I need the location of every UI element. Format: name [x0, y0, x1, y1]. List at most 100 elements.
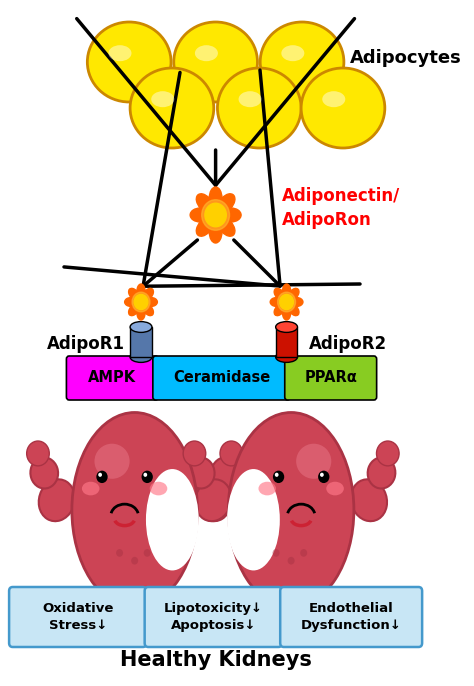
Circle shape [300, 549, 307, 557]
Circle shape [142, 471, 153, 483]
Ellipse shape [142, 623, 169, 639]
Ellipse shape [276, 352, 298, 362]
Circle shape [134, 294, 148, 309]
Bar [276, 327, 298, 357]
Ellipse shape [82, 482, 100, 495]
Ellipse shape [322, 91, 345, 107]
Circle shape [376, 441, 399, 466]
Ellipse shape [290, 298, 303, 307]
Text: Ceramidase: Ceramidase [173, 370, 270, 386]
Circle shape [320, 473, 324, 477]
Text: AdipoR2: AdipoR2 [310, 335, 387, 353]
Ellipse shape [260, 22, 344, 102]
Ellipse shape [351, 480, 387, 521]
Ellipse shape [296, 444, 331, 479]
Ellipse shape [195, 45, 218, 61]
Ellipse shape [125, 298, 138, 307]
Ellipse shape [174, 22, 257, 102]
Ellipse shape [195, 480, 231, 521]
Text: Adiponectin/
AdipoRon: Adiponectin/ AdipoRon [282, 187, 400, 229]
FancyBboxPatch shape [153, 356, 290, 400]
Ellipse shape [211, 458, 239, 488]
Ellipse shape [196, 193, 213, 213]
Ellipse shape [94, 444, 129, 479]
Ellipse shape [288, 304, 299, 316]
Circle shape [98, 473, 102, 477]
Ellipse shape [143, 288, 154, 300]
Circle shape [116, 549, 123, 557]
Circle shape [205, 203, 226, 227]
Ellipse shape [209, 187, 222, 209]
Ellipse shape [39, 480, 75, 521]
Text: Healthy Kidneys: Healthy Kidneys [119, 650, 311, 670]
FancyBboxPatch shape [9, 587, 146, 647]
Circle shape [318, 471, 329, 483]
Ellipse shape [142, 596, 165, 627]
Circle shape [280, 294, 293, 309]
Ellipse shape [299, 596, 321, 627]
Ellipse shape [128, 304, 139, 316]
Ellipse shape [144, 298, 157, 307]
Ellipse shape [288, 288, 299, 300]
Text: PPARα: PPARα [304, 370, 357, 386]
Ellipse shape [194, 480, 230, 521]
Ellipse shape [109, 45, 131, 61]
Ellipse shape [283, 305, 291, 320]
Ellipse shape [128, 288, 139, 300]
Ellipse shape [301, 68, 385, 148]
Ellipse shape [261, 596, 284, 627]
Text: Lipotoxicity↓
Apoptosis↓: Lipotoxicity↓ Apoptosis↓ [164, 602, 263, 632]
Ellipse shape [30, 458, 58, 488]
Ellipse shape [151, 91, 174, 107]
Ellipse shape [190, 208, 210, 222]
Ellipse shape [258, 482, 276, 495]
Ellipse shape [146, 469, 199, 571]
Text: Adipocytes: Adipocytes [350, 49, 462, 67]
Ellipse shape [282, 45, 304, 61]
FancyBboxPatch shape [280, 587, 422, 647]
Text: Oxidative
Stress↓: Oxidative Stress↓ [42, 602, 113, 632]
Ellipse shape [87, 22, 171, 102]
Ellipse shape [187, 458, 215, 488]
Circle shape [202, 200, 229, 230]
Ellipse shape [368, 458, 395, 488]
Circle shape [144, 549, 151, 557]
Circle shape [273, 471, 284, 483]
Circle shape [220, 441, 243, 466]
Circle shape [278, 292, 295, 312]
Circle shape [273, 549, 280, 557]
Ellipse shape [130, 352, 152, 362]
Ellipse shape [227, 469, 280, 571]
Ellipse shape [150, 482, 167, 495]
FancyBboxPatch shape [66, 356, 158, 400]
Text: AMPK: AMPK [88, 370, 137, 386]
Circle shape [132, 292, 150, 312]
Text: Endothelial
Dysfunction↓: Endothelial Dysfunction↓ [301, 602, 401, 632]
Ellipse shape [326, 482, 344, 495]
Circle shape [275, 473, 279, 477]
Ellipse shape [238, 91, 262, 107]
Ellipse shape [143, 304, 154, 316]
Circle shape [144, 473, 147, 477]
Ellipse shape [221, 208, 241, 222]
Text: AdipoR1: AdipoR1 [47, 335, 125, 353]
Ellipse shape [196, 217, 213, 236]
Ellipse shape [274, 304, 285, 316]
Ellipse shape [137, 284, 145, 298]
Circle shape [183, 441, 206, 466]
Circle shape [131, 557, 138, 565]
Circle shape [27, 441, 49, 466]
Circle shape [288, 557, 295, 565]
Ellipse shape [137, 305, 145, 320]
Ellipse shape [256, 623, 284, 639]
FancyBboxPatch shape [145, 587, 282, 647]
FancyBboxPatch shape [285, 356, 377, 400]
Ellipse shape [130, 68, 214, 148]
Ellipse shape [218, 217, 235, 236]
Bar [130, 327, 152, 357]
Ellipse shape [218, 68, 301, 148]
Ellipse shape [274, 288, 285, 300]
Ellipse shape [276, 322, 298, 333]
Ellipse shape [298, 623, 326, 639]
Ellipse shape [100, 623, 128, 639]
